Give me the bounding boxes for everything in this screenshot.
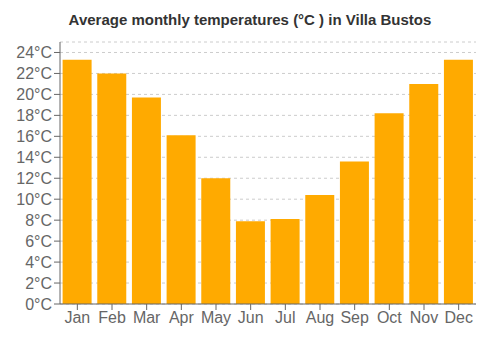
svg-text:24°C: 24°C [16, 44, 52, 61]
svg-text:Aug: Aug [306, 309, 334, 326]
svg-text:22°C: 22°C [16, 65, 52, 82]
svg-text:May: May [201, 309, 231, 326]
svg-text:20°C: 20°C [16, 86, 52, 103]
svg-text:18°C: 18°C [16, 107, 52, 124]
svg-text:Jun: Jun [238, 309, 264, 326]
svg-text:Sep: Sep [340, 309, 369, 326]
svg-text:Oct: Oct [377, 309, 402, 326]
svg-text:Jul: Jul [275, 309, 295, 326]
svg-text:Dec: Dec [444, 309, 472, 326]
svg-text:0°C: 0°C [25, 296, 52, 313]
svg-text:8°C: 8°C [25, 212, 52, 229]
svg-text:Mar: Mar [133, 309, 161, 326]
svg-text:Jan: Jan [64, 309, 90, 326]
svg-text:16°C: 16°C [16, 128, 52, 145]
svg-text:2°C: 2°C [25, 275, 52, 292]
svg-text:6°C: 6°C [25, 233, 52, 250]
svg-text:14°C: 14°C [16, 149, 52, 166]
svg-text:Nov: Nov [410, 309, 438, 326]
svg-text:10°C: 10°C [16, 191, 52, 208]
svg-text:Feb: Feb [98, 309, 126, 326]
html-text:Average monthly temperatures (: Average monthly temperatures (°C ) in Vi… [68, 11, 432, 28]
svg-text:4°C: 4°C [25, 254, 52, 271]
svg-text:12°C: 12°C [16, 170, 52, 187]
svg-text:Apr: Apr [169, 309, 195, 326]
